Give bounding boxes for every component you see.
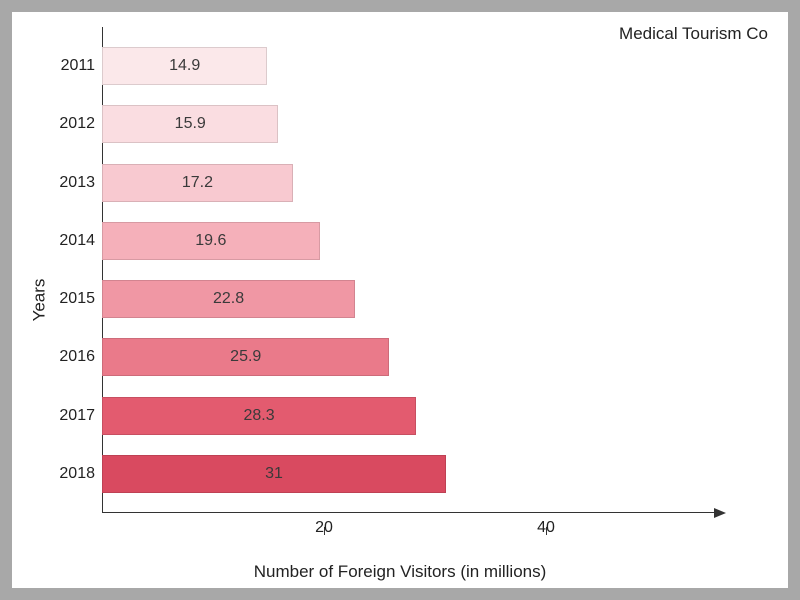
- bar: 19.6: [102, 222, 320, 260]
- bar: 15.9: [102, 105, 278, 143]
- bar-value-label: 17.2: [182, 174, 213, 192]
- bar: 31: [102, 455, 446, 493]
- category-label: 2015: [47, 290, 95, 308]
- bar: 14.9: [102, 47, 267, 85]
- category-label: 2016: [47, 348, 95, 366]
- bar-value-label: 15.9: [175, 115, 206, 133]
- x-tick-label: 20: [315, 519, 333, 537]
- category-label: 2018: [47, 465, 95, 483]
- bar-row: 201625.9: [102, 338, 768, 376]
- bar-value-label: 28.3: [243, 407, 274, 425]
- category-label: 2014: [47, 232, 95, 250]
- bar: 28.3: [102, 397, 416, 435]
- bars-container: 201114.9 201215.9 201317.2 201419.6 201522.8…: [102, 27, 768, 513]
- bar-row: 201728.3: [102, 397, 768, 435]
- plot-area: 201114.9 201215.9 201317.2 201419.6 201522.8…: [102, 27, 768, 533]
- bar: 25.9: [102, 338, 389, 376]
- category-label: 2011: [47, 57, 95, 75]
- category-label: 2013: [47, 174, 95, 192]
- x-tick-label: 40: [537, 519, 555, 537]
- bar-value-label: 22.8: [213, 290, 244, 308]
- bar-row: 201831: [102, 455, 768, 493]
- bar-value-label: 31: [265, 465, 283, 483]
- bar-value-label: 14.9: [169, 57, 200, 75]
- bar-value-label: 19.6: [195, 232, 226, 250]
- bar-row: 201215.9: [102, 105, 768, 143]
- bar-row: 201522.8: [102, 280, 768, 318]
- bar: 17.2: [102, 164, 293, 202]
- bar-row: 201419.6: [102, 222, 768, 260]
- category-label: 2012: [47, 115, 95, 133]
- chart-frame: Medical Tourism Co Years Number of Forei…: [12, 12, 788, 588]
- bar-row: 201114.9: [102, 47, 768, 85]
- x-axis-label: Number of Foreign Visitors (in millions): [254, 562, 547, 582]
- bar-value-label: 25.9: [230, 348, 261, 366]
- bar-row: 201317.2: [102, 164, 768, 202]
- bar: 22.8: [102, 280, 355, 318]
- category-label: 2017: [47, 407, 95, 425]
